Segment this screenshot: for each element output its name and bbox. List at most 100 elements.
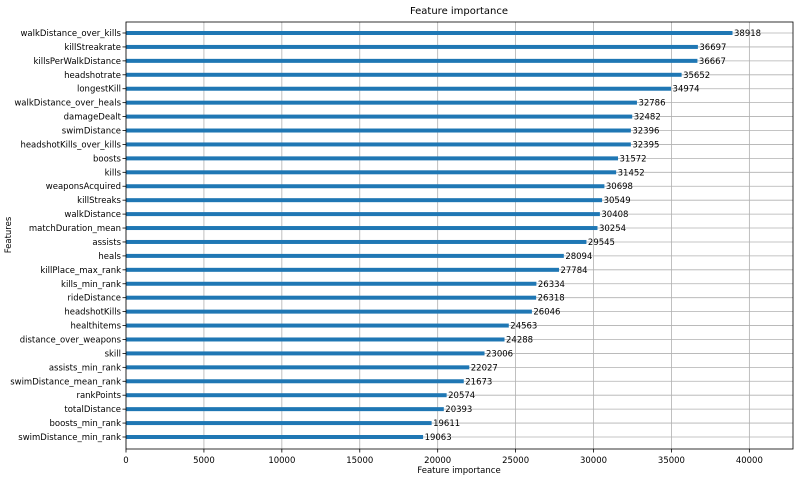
data-label: 35652 [683, 71, 710, 81]
y-tick-label: headshotKills_over_kills [20, 140, 121, 150]
x-tick-label: 35000 [658, 456, 685, 466]
bar [126, 407, 444, 412]
y-tick-label: skill [105, 349, 121, 359]
bar [126, 365, 470, 370]
y-tick-label: totalDistance [64, 405, 121, 415]
y-tick-label: swimDistance [62, 127, 121, 137]
y-tick-label: headshotrate [64, 71, 121, 81]
data-label: 19611 [433, 419, 460, 429]
y-tick-label: assists [92, 238, 121, 248]
y-tick-label: boosts_min_rank [49, 419, 121, 429]
y-tick-layer: walkDistance_over_kills killStreakrate kil… [10, 29, 126, 443]
bar [126, 44, 698, 49]
y-tick-label: headshotKills [64, 308, 121, 318]
bar [126, 156, 619, 161]
bar [126, 184, 605, 189]
bar [126, 58, 698, 63]
data-label: 26046 [533, 308, 560, 318]
bar [126, 393, 447, 398]
data-label: 32396 [632, 127, 659, 137]
bar [126, 421, 432, 426]
bar [126, 435, 424, 439]
y-tick-label: distance_over_weapons [20, 335, 122, 345]
data-label: 19063 [425, 433, 452, 443]
y-tick-label: killStreakrate [64, 43, 121, 53]
y-tick-label: rideDistance [67, 294, 121, 304]
bar [126, 337, 505, 342]
y-tick-label: heals [98, 252, 121, 262]
data-label: 20574 [448, 391, 475, 401]
plot-frame [125, 21, 794, 450]
y-tick-label: weaponsAcquired [46, 182, 121, 192]
data-label: 21673 [465, 377, 492, 387]
data-label: 36697 [699, 43, 726, 53]
bar [126, 323, 509, 328]
y-tick-label: swimDistance_min_rank [18, 433, 121, 443]
y-tick-label: killsPerWalkDistance [33, 57, 121, 67]
bar [126, 128, 631, 133]
y-tick-label: matchDuration_mean [29, 224, 121, 234]
x-tick-label: 25000 [502, 456, 529, 466]
y-tick-label: rankPoints [76, 391, 121, 401]
bar [126, 72, 682, 77]
data-label: 24288 [506, 335, 533, 345]
data-label: 23006 [486, 349, 513, 359]
bar [126, 351, 485, 356]
data-label: 30698 [606, 182, 633, 192]
data-label: 36667 [699, 57, 726, 67]
x-tick-label: 40000 [736, 456, 763, 466]
data-label: 31572 [620, 154, 647, 164]
y-tick-label: killStreaks [77, 196, 121, 206]
y-axis-label: Features [4, 216, 14, 253]
x-tick-label: 10000 [268, 456, 295, 466]
data-label: 28094 [565, 252, 592, 262]
data-label: 20393 [445, 405, 472, 415]
bar [126, 226, 598, 231]
data-label: 24563 [510, 322, 537, 332]
data-label: 31452 [618, 168, 645, 178]
y-tick-label: kills [105, 168, 122, 178]
y-tick-label: walkDistance_over_kills [20, 29, 121, 39]
bar [126, 239, 587, 244]
x-tick-label: 0 [123, 456, 128, 466]
x-tick-label: 5000 [193, 456, 215, 466]
data-label: 32786 [638, 99, 665, 109]
data-label: 30254 [599, 224, 626, 234]
data-label: 27784 [560, 266, 587, 276]
bar [126, 379, 464, 384]
bar [126, 309, 532, 314]
bar [126, 86, 672, 91]
bar [126, 267, 559, 272]
data-label: 30408 [601, 210, 628, 220]
y-tick-label: boosts [93, 154, 122, 164]
chart-title: Feature importance [410, 6, 508, 17]
x-tick-label: 20000 [424, 456, 451, 466]
bar [126, 100, 637, 105]
y-tick-label: damageDealt [64, 113, 122, 123]
data-label: 34974 [673, 85, 700, 95]
y-tick-label: killPlace_max_rank [40, 266, 121, 276]
bar [126, 31, 733, 35]
bar [126, 114, 633, 119]
data-label: 22027 [471, 363, 498, 373]
x-tick-layer: 0 5000 10000 15000 20000 25000 30000 35000 40000 [123, 449, 763, 466]
y-tick-label: swimDistance_mean_rank [10, 377, 121, 387]
bar [126, 170, 617, 175]
bar [126, 253, 564, 258]
x-axis-label: Feature importance [417, 466, 500, 476]
bar-layer [126, 31, 733, 439]
x-tick-label: 30000 [580, 456, 607, 466]
y-tick-label: assists_min_rank [49, 363, 121, 373]
data-label-layer: 38918 36697 36667 35652 34974 32786 32482 32396… [425, 29, 761, 443]
y-tick-label: walkDistance_over_heals [14, 99, 121, 109]
data-label: 32482 [634, 113, 661, 123]
y-tick-label: healthitems [70, 322, 121, 332]
bar [126, 281, 537, 286]
y-tick-label: longestKill [77, 85, 121, 95]
y-tick-label: walkDistance [64, 210, 121, 220]
data-label: 26334 [538, 280, 565, 290]
bar [126, 142, 631, 147]
data-label: 32395 [632, 140, 659, 150]
data-label: 38918 [734, 29, 761, 39]
